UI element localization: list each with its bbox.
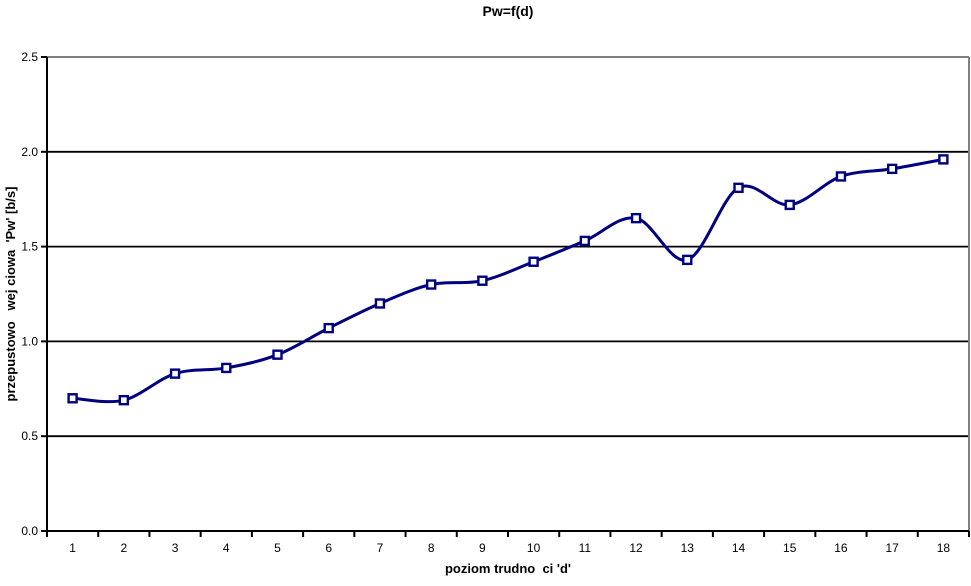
- data-point-marker: [579, 235, 591, 247]
- data-point-marker: [477, 275, 488, 286]
- data-point-marker: [733, 182, 744, 194]
- x-tick-label: 7: [377, 541, 384, 555]
- x-tick-label: 13: [681, 541, 695, 555]
- data-point-marker: [67, 393, 78, 404]
- x-tick-label: 4: [223, 541, 230, 555]
- y-tick-label: 2.5: [21, 50, 38, 64]
- x-tick-label: 8: [428, 541, 435, 555]
- chart-title: Pw=f(d): [482, 3, 534, 19]
- y-tick-label: 2.0: [21, 145, 38, 159]
- x-tick-label: 18: [937, 541, 951, 555]
- x-tick-label: 9: [479, 541, 486, 555]
- series-line: [71, 157, 945, 404]
- data-point-marker: [323, 322, 334, 334]
- y-tick-label: 1.5: [21, 240, 38, 254]
- x-tick-label: 14: [732, 541, 746, 555]
- data-point-marker: [886, 163, 898, 175]
- x-tick-label: 12: [629, 541, 643, 555]
- data-point-marker: [374, 298, 386, 309]
- x-axis-title: poziom trudno ci 'd': [444, 561, 572, 576]
- data-point-marker: [784, 199, 795, 211]
- y-axis-title: przepustowo wej ciowa 'Pw' [b/s]: [3, 186, 18, 402]
- y-tick-label: 0.5: [21, 429, 38, 443]
- x-tick-label: 10: [527, 541, 541, 555]
- x-tick-label: 1: [69, 541, 76, 555]
- data-point-marker: [630, 212, 642, 224]
- data-point-marker: [938, 154, 949, 165]
- data-point-marker: [272, 349, 283, 360]
- x-tick-label: 16: [834, 541, 848, 555]
- data-point-marker: [528, 256, 539, 267]
- x-tick-label: 6: [325, 541, 332, 555]
- x-tick-label: 3: [172, 541, 179, 555]
- x-tick-label: 2: [120, 541, 127, 555]
- data-point-marker: [425, 279, 437, 290]
- x-tick-label: 15: [783, 541, 797, 555]
- x-tick-label: 5: [274, 541, 281, 555]
- y-tick-label: 0.0: [21, 524, 38, 538]
- x-tick-label: 11: [579, 541, 592, 555]
- x-tick-label: 17: [885, 541, 899, 555]
- data-point-marker: [835, 171, 847, 182]
- y-tick-label: 1.0: [21, 334, 38, 348]
- data-point-marker: [169, 368, 181, 379]
- data-point-marker: [682, 254, 693, 266]
- data-point-marker: [221, 362, 232, 374]
- data-point-marker: [118, 394, 130, 406]
